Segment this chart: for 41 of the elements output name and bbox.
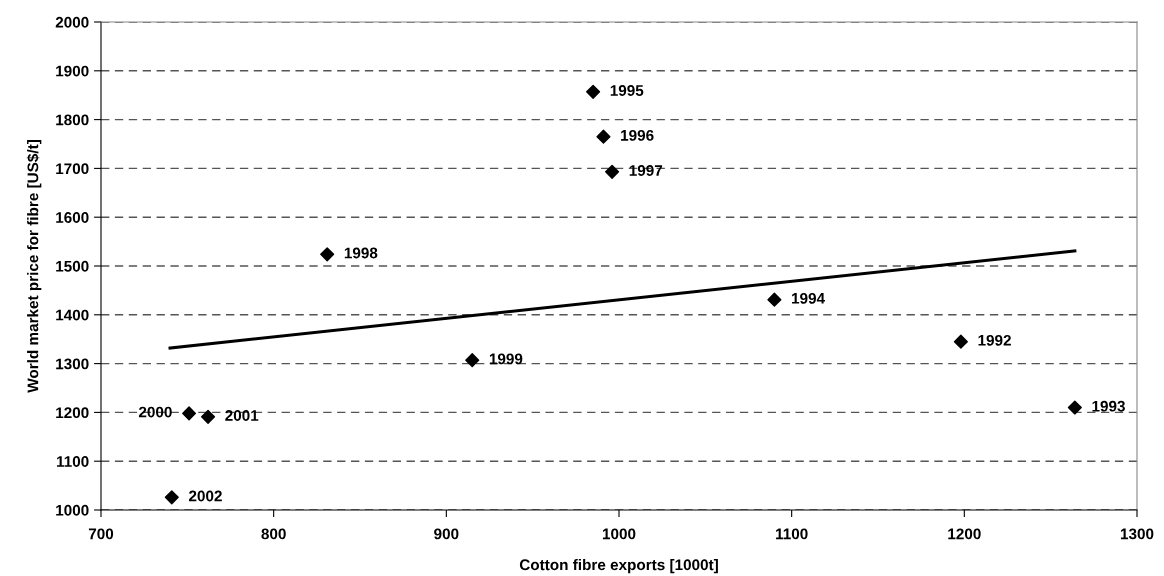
point [1067, 400, 1082, 415]
y-tick-label: 1300 [56, 358, 89, 370]
x-axis-title: Cotton fibre exports [1000t] [519, 558, 718, 574]
annotation: 1992 [978, 334, 1011, 346]
x-tick-label: 700 [88, 528, 114, 540]
point [182, 406, 197, 421]
y-tick-label: 2000 [55, 16, 89, 28]
x-tick-label: 900 [434, 528, 459, 540]
annotation: 1995 [610, 85, 644, 96]
annotation: 2000 [138, 406, 172, 418]
y-tick-label: 1700 [56, 163, 89, 175]
point [164, 490, 179, 505]
y-tick-label: 1200 [56, 407, 89, 419]
point [200, 409, 216, 424]
annotation: 1998 [344, 247, 378, 259]
annotation: 1996 [621, 129, 654, 141]
y-tick-label: 1100 [57, 456, 89, 467]
y-tick-label: 1500 [56, 260, 89, 272]
x-tick-label: 1300 [1120, 528, 1154, 540]
y-axis-title: World market price for fibre [US$/t] [26, 140, 42, 393]
annotation: 1993 [1092, 400, 1125, 412]
annotation: 2001 [225, 410, 259, 421]
x-tick-label: 1100 [776, 528, 808, 540]
annotation: 1999 [489, 353, 523, 365]
x-tick-label: 800 [261, 528, 286, 540]
x-tick-label: 1200 [948, 528, 981, 540]
y-tick-label: 1000 [56, 504, 89, 516]
y-tick-label: 1600 [56, 212, 89, 223]
point [586, 84, 601, 99]
point [465, 353, 480, 368]
y-tick-label: 1800 [56, 114, 89, 126]
point [320, 247, 335, 262]
x-tick-label: 1000 [602, 528, 636, 540]
y-tick-label: 1400 [56, 309, 89, 321]
point [605, 164, 620, 179]
point [767, 292, 782, 307]
point [953, 334, 968, 349]
y-tick-label: 1900 [56, 65, 89, 77]
annotation: 1994 [792, 292, 825, 304]
annotation: 2002 [188, 490, 222, 502]
point [596, 129, 611, 144]
